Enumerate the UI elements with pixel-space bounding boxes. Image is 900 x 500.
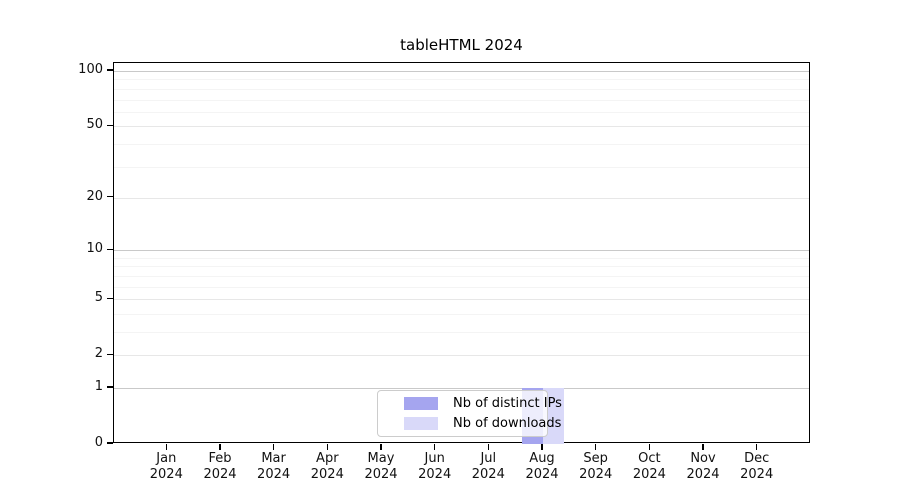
x-tick-may — [380, 444, 382, 450]
bar-nb-of-downloads-aug — [543, 388, 565, 444]
gridline-y-1 — [114, 388, 809, 389]
y-tick-label-50: 50 — [86, 117, 103, 133]
y-tick-label-100: 100 — [78, 62, 103, 77]
gridline-y-6 — [114, 286, 809, 288]
y-tick-5 — [107, 297, 113, 299]
chart-title: tableHTML 2024 — [400, 36, 523, 54]
x-tick-label-aug: Aug 2024 — [525, 451, 559, 482]
gridline-y-3 — [114, 332, 809, 333]
legend-swatch-downloads — [404, 417, 438, 431]
gridline-y-7 — [114, 275, 809, 277]
y-tick-label-10: 10 — [86, 241, 103, 257]
x-tick-label-jun: Jun 2024 — [418, 451, 452, 482]
x-tick-label-jul: Jul 2024 — [471, 451, 505, 482]
gridline-y-9 — [114, 257, 809, 259]
legend-swatch-distinct-ips — [404, 396, 438, 410]
gridline-y-5 — [114, 299, 809, 301]
x-tick-mar — [273, 444, 275, 450]
x-tick-jun — [434, 444, 436, 450]
y-tick-label-20: 20 — [86, 188, 103, 204]
y-tick-0 — [107, 442, 113, 444]
y-tick-20 — [107, 196, 113, 198]
x-tick-sep — [595, 444, 597, 450]
gridline-y-10 — [114, 250, 809, 252]
legend-label-distinct-ips: Nb of distinct IPs — [453, 395, 562, 411]
y-tick-label-0: 0 — [94, 435, 103, 450]
gridline-y-20 — [114, 197, 809, 199]
y-tick-label-1: 1 — [94, 379, 103, 394]
legend-item-distinct-ips: Nb of distinct IPs — [378, 395, 562, 412]
x-tick-oct — [648, 444, 650, 450]
gridline-y-60 — [114, 111, 809, 113]
gridline-y-50 — [114, 126, 809, 128]
y-tick-10 — [107, 248, 113, 250]
x-tick-label-sep: Sep 2024 — [579, 451, 613, 482]
x-tick-feb — [219, 444, 221, 450]
legend: Nb of distinct IPs Nb of downloads — [377, 390, 562, 437]
y-tick-2 — [107, 353, 113, 355]
y-tick-label-5: 5 — [94, 290, 103, 306]
x-tick-jul — [487, 444, 489, 450]
gridline-y-2 — [114, 355, 809, 357]
gridline-y-4 — [114, 313, 809, 315]
x-tick-label-oct: Oct 2024 — [632, 451, 666, 482]
x-tick-nov — [702, 444, 704, 450]
y-tick-100 — [107, 69, 113, 71]
legend-label-downloads: Nb of downloads — [453, 416, 562, 432]
y-tick-50 — [107, 124, 113, 126]
y-tick-label-2: 2 — [94, 346, 103, 362]
gridline-y-100 — [114, 71, 809, 72]
x-tick-aug — [541, 444, 543, 450]
gridline-y-8 — [114, 266, 809, 268]
gridline-y-30 — [114, 166, 809, 168]
x-tick-label-apr: Apr 2024 — [310, 451, 344, 482]
gridline-y-40 — [114, 143, 809, 145]
gridline-y-80 — [114, 88, 809, 90]
x-tick-apr — [326, 444, 328, 450]
plot-area — [113, 62, 810, 444]
x-tick-label-may: May 2024 — [364, 451, 398, 482]
y-tick-1 — [107, 386, 113, 388]
x-tick-label-feb: Feb 2024 — [203, 451, 237, 482]
x-tick-label-dec: Dec 2024 — [740, 451, 774, 482]
x-tick-jan — [165, 444, 167, 450]
legend-item-downloads: Nb of downloads — [378, 416, 561, 433]
x-tick-label-nov: Nov 2024 — [686, 451, 720, 482]
x-tick-label-mar: Mar 2024 — [257, 451, 291, 482]
x-tick-label-jan: Jan 2024 — [149, 451, 183, 482]
x-tick-dec — [756, 444, 758, 450]
gridline-y-70 — [114, 99, 809, 101]
gridline-y-90 — [114, 79, 809, 81]
